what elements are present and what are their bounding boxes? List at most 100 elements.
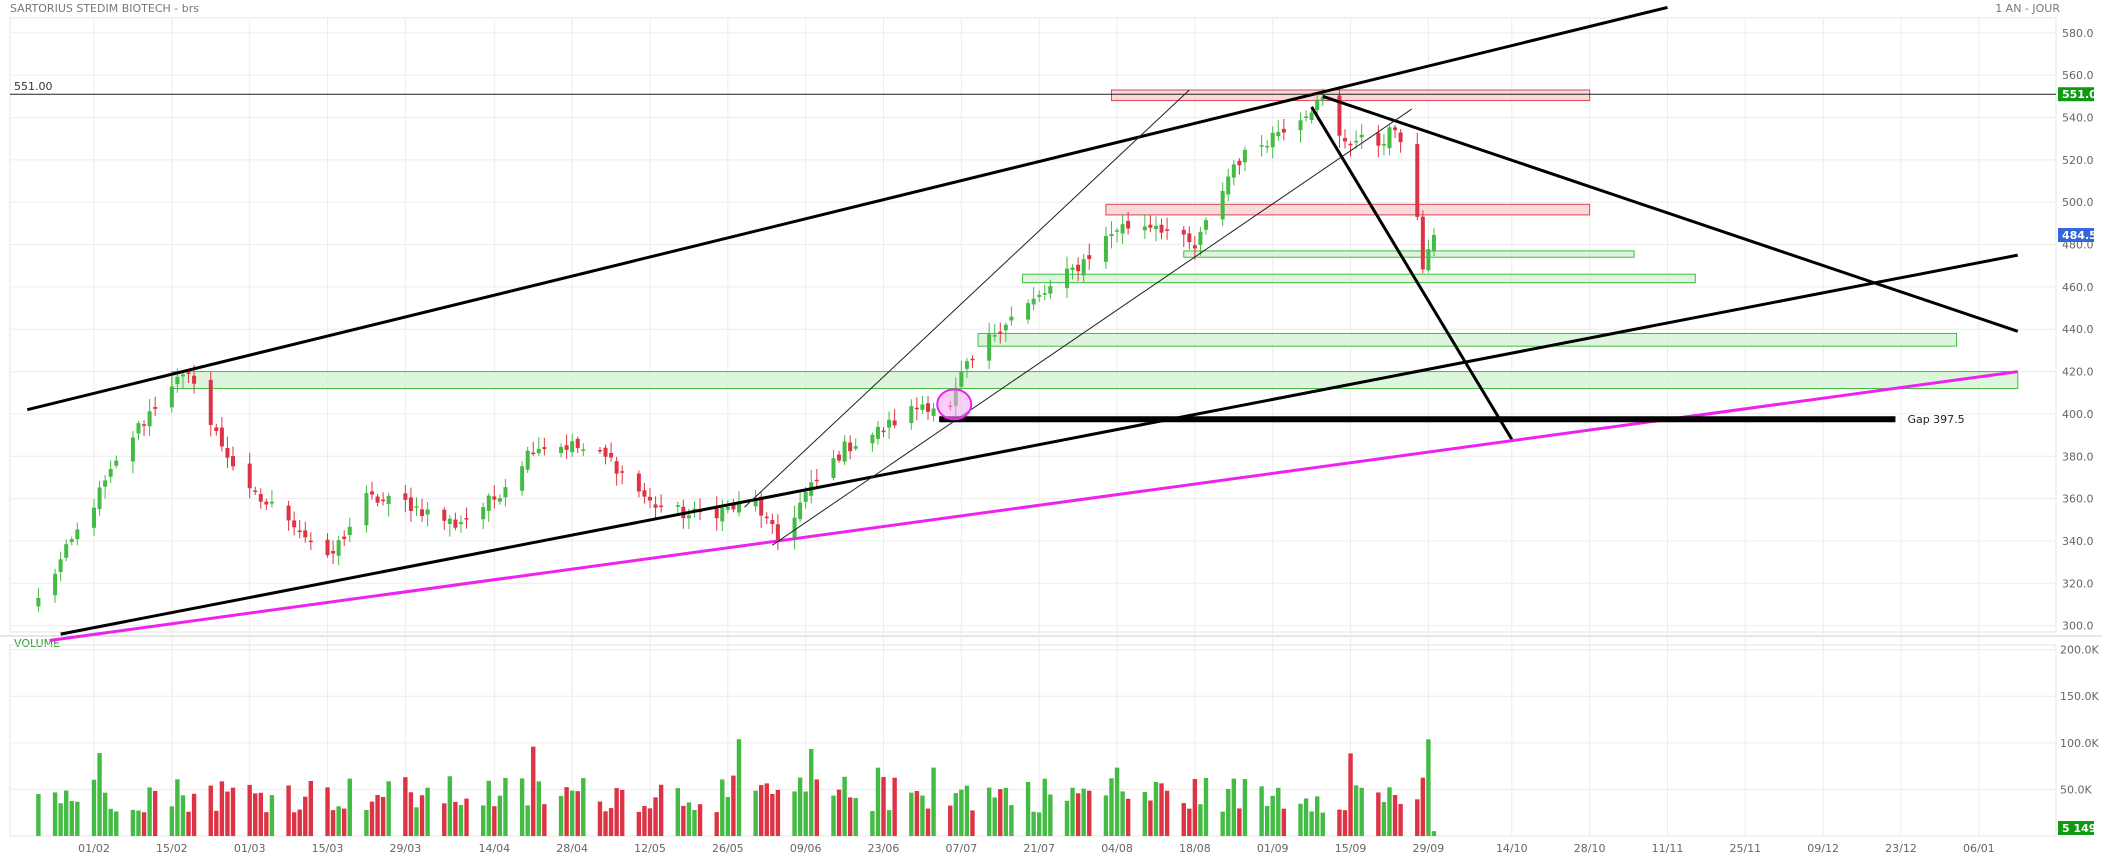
candle-body xyxy=(1037,294,1042,297)
volume-bar xyxy=(1159,783,1164,836)
chart-title: SARTORIUS STEDIM BIOTECH - brs xyxy=(10,2,199,15)
volume-bar xyxy=(959,789,964,836)
date-tick-label: 09/06 xyxy=(790,842,822,855)
candle-body xyxy=(425,509,430,515)
candle-body xyxy=(909,406,914,424)
volume-bar xyxy=(1392,794,1398,836)
volume-bar xyxy=(803,791,808,836)
volume-bar xyxy=(486,780,491,836)
candle-body xyxy=(336,540,341,556)
candle-body xyxy=(503,487,508,498)
grid xyxy=(0,17,2102,837)
volume-bar xyxy=(253,793,258,836)
volume-bar xyxy=(1064,800,1070,836)
candle-body xyxy=(186,372,191,374)
volume-bar xyxy=(914,791,920,836)
volume-bar xyxy=(152,790,158,836)
candle-body xyxy=(1204,220,1208,230)
volume-bar xyxy=(1087,790,1092,836)
volume-bar xyxy=(842,776,847,836)
candle-body xyxy=(1198,231,1203,245)
candle-body xyxy=(1070,267,1075,271)
candle-body xyxy=(1231,164,1236,178)
volume-bar xyxy=(75,801,80,836)
volume-bar xyxy=(686,802,692,836)
candle-body xyxy=(720,508,725,522)
volume-bar xyxy=(770,793,775,836)
volume-bar xyxy=(447,776,453,836)
date-tick-label: 18/08 xyxy=(1179,842,1211,855)
volume-bar xyxy=(303,796,308,836)
period-label[interactable]: 1 AN - JOUR xyxy=(1995,2,2060,15)
volume-bar xyxy=(497,795,503,836)
volume-bar xyxy=(836,789,842,836)
volume-bar xyxy=(1103,795,1109,836)
volume-bar xyxy=(1420,777,1426,836)
candle-body xyxy=(926,403,930,412)
candle-body xyxy=(987,334,992,361)
volume-bar xyxy=(581,778,586,836)
candle-body xyxy=(1009,316,1014,321)
volume-bar xyxy=(403,777,408,836)
price-tick-label: 320.0 xyxy=(2062,577,2094,590)
volume-bar xyxy=(809,748,814,836)
candle-body xyxy=(1181,229,1186,235)
candle-body xyxy=(853,446,858,449)
candle-body xyxy=(464,518,469,520)
date-tick-label: 29/03 xyxy=(390,842,422,855)
date-tick-label: 23/12 xyxy=(1885,842,1917,855)
candle-body xyxy=(1103,235,1108,262)
level-line-label: 551.00 xyxy=(14,80,53,93)
candle-body xyxy=(303,530,308,538)
volume-bar xyxy=(69,800,74,836)
candle-body xyxy=(180,374,185,377)
candle-body xyxy=(1281,128,1286,133)
volume-bar xyxy=(286,785,291,836)
date-tick-label: 01/02 xyxy=(78,842,110,855)
candle-body xyxy=(559,446,564,454)
candles xyxy=(36,87,1436,612)
price-tick-label: 340.0 xyxy=(2062,535,2094,548)
candle-body xyxy=(1220,190,1225,220)
volume-bar xyxy=(892,777,897,836)
volume-bar xyxy=(1075,793,1081,836)
candle-body xyxy=(520,466,525,491)
volume-bar xyxy=(219,781,225,836)
candle-body xyxy=(219,427,224,447)
volume-bar xyxy=(714,812,719,836)
volume-tick-label: 200.0K xyxy=(2060,644,2099,657)
candle-body xyxy=(69,539,74,542)
volume-bar xyxy=(759,785,764,836)
candle-body xyxy=(1142,226,1147,231)
volume-bar xyxy=(180,795,186,836)
volume-bar xyxy=(1353,785,1359,836)
volume-bar xyxy=(536,781,541,836)
candle-body xyxy=(142,424,147,426)
drawn-lines: 551.00 Gap 397.5 xyxy=(10,5,2056,642)
candle-body xyxy=(1337,95,1342,136)
candle-body xyxy=(492,496,497,500)
candle-body xyxy=(603,447,608,457)
support-zone xyxy=(977,332,1958,347)
candle-body xyxy=(1148,224,1153,228)
candle-body xyxy=(153,407,158,409)
candle-body xyxy=(636,473,641,492)
volume-bar xyxy=(1264,805,1270,836)
candle-body xyxy=(870,434,875,444)
candle-body xyxy=(130,437,135,462)
price-tick-label: 420.0 xyxy=(2062,366,2094,379)
gap-label: Gap 397.5 xyxy=(1907,413,1964,426)
candle-body xyxy=(1354,140,1359,143)
volume-bar xyxy=(1109,778,1114,836)
candle-body xyxy=(342,536,347,539)
candle-body xyxy=(114,460,119,466)
volume-bar xyxy=(970,810,975,836)
candle-body xyxy=(264,501,269,505)
price-tick-label: 540.0 xyxy=(2062,112,2094,125)
support-zone xyxy=(1022,273,1696,284)
candle-body xyxy=(381,499,386,502)
volume-bar xyxy=(264,812,269,836)
price-tick-label: 360.0 xyxy=(2062,493,2094,506)
date-tick-label: 04/08 xyxy=(1101,842,1133,855)
